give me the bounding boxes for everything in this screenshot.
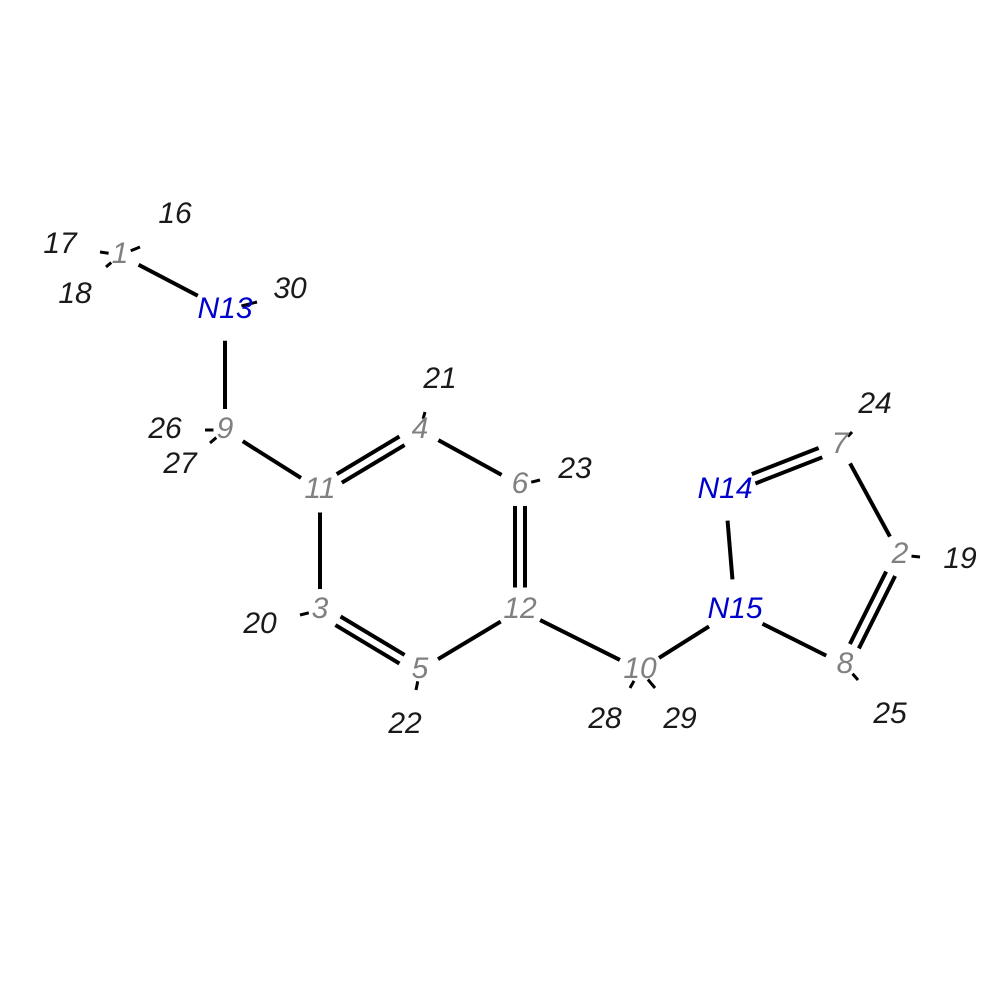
h-tick bbox=[131, 247, 140, 251]
hydrogen-label: 30 bbox=[273, 272, 307, 305]
bond bbox=[139, 265, 198, 296]
h-tick bbox=[300, 613, 309, 615]
bond bbox=[850, 463, 890, 536]
atom-label: N13 bbox=[197, 292, 252, 325]
hydrogen-label: 26 bbox=[147, 412, 182, 445]
atom-label: 11 bbox=[304, 472, 335, 505]
hydrogen-label: 27 bbox=[162, 447, 198, 480]
atom-label: 8 bbox=[837, 647, 854, 680]
bond bbox=[659, 626, 709, 658]
atom-label: 6 bbox=[512, 467, 529, 500]
h-tick bbox=[106, 263, 111, 267]
hydrogen-label: 17 bbox=[43, 227, 78, 260]
atom-label: 5 bbox=[412, 652, 429, 685]
h-tick bbox=[210, 438, 216, 443]
h-tick bbox=[848, 432, 852, 437]
h-tick bbox=[531, 480, 540, 482]
atom-label: 12 bbox=[503, 592, 537, 625]
bond bbox=[728, 521, 733, 580]
atom-label: 2 bbox=[891, 537, 909, 570]
atom-label: 4 bbox=[412, 412, 429, 445]
atom-label: 10 bbox=[623, 652, 657, 685]
atom-label: N15 bbox=[707, 592, 762, 625]
hydrogen-label: 16 bbox=[158, 197, 192, 230]
hydrogen-label: 25 bbox=[872, 697, 907, 730]
hydrogen-label: 21 bbox=[422, 362, 456, 395]
hydrogen-label: 19 bbox=[943, 542, 977, 575]
bond bbox=[763, 624, 827, 656]
bond bbox=[540, 620, 620, 660]
hydrogen-label: 18 bbox=[58, 277, 92, 310]
hydrogen-label: 20 bbox=[242, 607, 277, 640]
hydrogen-label: 29 bbox=[662, 702, 697, 735]
atom-label: 9 bbox=[217, 412, 234, 445]
atom-label: 1 bbox=[112, 237, 129, 270]
h-tick bbox=[911, 556, 920, 557]
hydrogen-label: 28 bbox=[587, 702, 622, 735]
hydrogen-label: 22 bbox=[387, 707, 422, 740]
atom-label: N14 bbox=[697, 472, 752, 505]
atom-label: 3 bbox=[312, 592, 329, 625]
bond bbox=[438, 440, 501, 475]
bond bbox=[438, 622, 501, 660]
hydrogen-label: 23 bbox=[557, 452, 592, 485]
atom-label: 7 bbox=[832, 427, 850, 460]
bond bbox=[243, 441, 301, 478]
molecule-diagram: 1N1391146125310N15N147281617183026272123… bbox=[0, 0, 1000, 1000]
h-tick bbox=[100, 252, 109, 253]
h-tick bbox=[853, 674, 858, 680]
hydrogen-label: 24 bbox=[857, 387, 891, 420]
